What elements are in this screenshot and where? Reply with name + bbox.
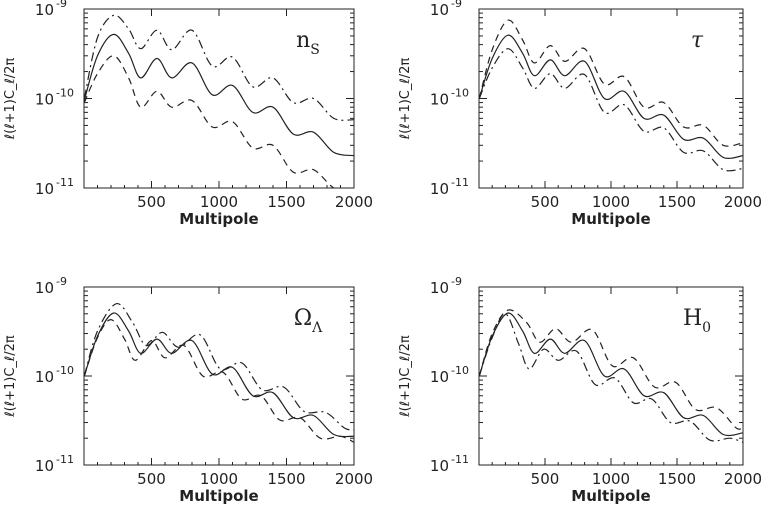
parameter-label: nS (296, 28, 320, 58)
y-tick-label: 10 (35, 1, 54, 19)
y-tick-label: 10 (35, 91, 54, 109)
series-fiducial (84, 33, 354, 157)
series-higher (84, 14, 354, 121)
series-group (84, 14, 354, 188)
y-tick-label: 10 (430, 91, 449, 109)
x-tick-label: 500 (531, 470, 560, 488)
x-tick-label: 1500 (658, 193, 696, 211)
y-axis-title: ℓ(ℓ+1)C_ℓ/2π (398, 58, 413, 141)
y-tick-exponent: -9 (56, 0, 67, 10)
y-tick-label: 10 (430, 457, 449, 475)
y-tick-exponent: -9 (451, 275, 462, 288)
y-tick-label: 10 (35, 457, 54, 475)
x-tick-label: 500 (531, 193, 560, 211)
series-fiducial (479, 34, 743, 159)
parameter-label: τ (691, 28, 704, 53)
plot-frame (83, 286, 355, 466)
x-tick-label: 2000 (335, 193, 373, 211)
y-axis-title: ℓ(ℓ+1)C_ℓ/2π (398, 335, 413, 418)
y-axis-title: ℓ(ℓ+1)C_ℓ/2π (3, 58, 18, 141)
y-tick-exponent: -11 (56, 453, 74, 466)
y-tick-exponent: -9 (56, 275, 67, 288)
x-tick-label: 500 (137, 193, 166, 211)
y-axis-title: ℓ(ℓ+1)C_ℓ/2π (3, 335, 18, 418)
y-tick-label: 10 (35, 279, 54, 297)
y-tick-exponent: -10 (451, 87, 469, 100)
series-lower-tau (479, 19, 743, 147)
y-tick-label: 10 (35, 368, 54, 386)
x-tick-label: 2000 (724, 470, 762, 488)
series-group (479, 19, 743, 172)
series-higher-tau (479, 48, 743, 172)
x-tick-label: 1000 (200, 193, 238, 211)
y-tick-exponent: -10 (56, 87, 74, 100)
series-higher-H0 (479, 309, 743, 430)
y-tick-label: 10 (430, 180, 449, 198)
x-axis-title: Multipole (571, 210, 650, 228)
x-tick-label: 2000 (335, 470, 373, 488)
series-lower (84, 55, 336, 188)
x-tick-label: 500 (137, 470, 166, 488)
parameter-label: ΩΛ (294, 306, 323, 336)
y-tick-exponent: -10 (56, 364, 74, 377)
series-fiducial (479, 312, 743, 437)
y-tick-exponent: -11 (56, 176, 74, 189)
series-fiducial (84, 312, 354, 438)
y-tick-exponent: -11 (451, 176, 469, 189)
series-lower-lambda (84, 318, 354, 443)
x-tick-label: 1000 (592, 193, 630, 211)
series-higher-lambda (84, 303, 354, 431)
x-tick-label: 2000 (724, 193, 762, 211)
y-tick-label: 10 (35, 180, 54, 198)
x-tick-label: 1500 (267, 470, 305, 488)
x-tick-label: 1500 (267, 193, 305, 211)
x-tick-label: 1500 (658, 470, 696, 488)
parameter-label: H0 (683, 306, 711, 336)
x-axis-title: Multipole (571, 487, 650, 505)
series-group (84, 303, 354, 443)
y-tick-label: 10 (430, 368, 449, 386)
series-lower-H0 (479, 313, 743, 443)
y-tick-exponent: -11 (451, 453, 469, 466)
x-tick-label: 1000 (592, 470, 630, 488)
x-axis-title: Multipole (179, 210, 258, 228)
y-tick-exponent: -10 (451, 364, 469, 377)
x-tick-label: 1000 (200, 470, 238, 488)
y-tick-label: 10 (430, 279, 449, 297)
y-tick-label: 10 (430, 1, 449, 19)
series-group (479, 309, 743, 443)
y-tick-exponent: -9 (451, 0, 462, 10)
x-axis-title: Multipole (179, 487, 258, 505)
